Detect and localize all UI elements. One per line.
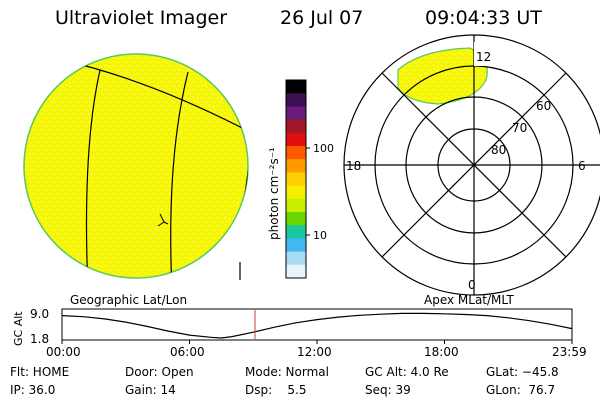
color-scale: 100 10 photon cm⁻²s⁻¹ <box>267 79 334 279</box>
xtick-label-0600: 06:00 <box>170 345 205 359</box>
mlt-label-18: 18 <box>346 159 361 173</box>
colorbar-tick-10: 10 <box>313 229 327 242</box>
longitude-line <box>85 69 101 278</box>
status-seq: Seq: 39 <box>365 383 411 397</box>
xtick-label-1800: 18:00 <box>424 345 459 359</box>
colorbar-cell <box>286 251 306 266</box>
status-dsp: Dsp: 5.5 <box>245 383 307 397</box>
colorbar-cell <box>286 106 306 121</box>
colorbar-cell <box>286 185 306 200</box>
date-label: 26 Jul 07 <box>280 7 363 29</box>
earth-rim <box>23 53 249 279</box>
right-panel-caption: Apex MLat/MLT <box>424 293 514 307</box>
mlt-diag-2 <box>381 72 567 258</box>
colorbar-cell <box>286 264 306 279</box>
status-mode: Mode: Normal <box>245 365 329 379</box>
colorbar-cell <box>286 132 306 147</box>
colorbar-cell <box>286 119 306 134</box>
status-ip: IP: 36.0 <box>10 383 55 397</box>
status-flight: Flt: HOME <box>10 365 69 379</box>
colorbar-tick-100: 100 <box>313 142 334 155</box>
status-glat: GLat: −45.8 <box>486 365 559 379</box>
mlt-label-12: 12 <box>476 50 491 64</box>
app-title: Ultraviolet Imager <box>55 7 227 29</box>
time-label: 09:04:33 UT <box>425 7 542 29</box>
mlat-label-70: 70 <box>512 121 527 135</box>
earth-disk <box>24 54 248 278</box>
xtick-label-2359: 23:59 <box>552 345 587 359</box>
longitude-line <box>170 71 189 278</box>
altitude-chart: GC Alt 9.0 1.8 00:00 06:00 12:00 18:00 2… <box>12 307 587 359</box>
colorbar-cell <box>286 80 306 94</box>
altitude-ytick-bottom: 1.8 <box>30 332 49 346</box>
geographic-image <box>23 53 249 280</box>
polar-plot: 12 18 6 0 60 70 80 <box>343 34 600 296</box>
status-gain: Gain: 14 <box>125 383 176 397</box>
station-marker <box>157 213 169 227</box>
xtick-label-0000: 00:00 <box>46 345 81 359</box>
colorbar-cell <box>286 93 306 107</box>
colorbar-cell <box>286 146 306 160</box>
status-glon: GLon: 76.7 <box>486 383 555 397</box>
xtick-label-1200: 12:00 <box>297 345 332 359</box>
mlt-label-6: 6 <box>578 159 586 173</box>
mlat-label-60: 60 <box>536 99 551 113</box>
status-door: Door: Open <box>125 365 194 379</box>
colorbar-label: photon cm⁻²s⁻¹ <box>267 147 281 240</box>
mlt-label-0: 0 <box>468 278 476 292</box>
altitude-ytick-top: 9.0 <box>30 307 49 321</box>
altitude-series-line <box>61 312 573 339</box>
colorbar-cell <box>286 212 306 226</box>
colorbar-cell <box>286 225 306 239</box>
colorbar-cell <box>286 198 306 213</box>
status-gc-alt: GC Alt: 4.0 Re <box>365 365 449 379</box>
status-footer: Flt: HOME Door: Open Mode: Normal GC Alt… <box>10 365 559 397</box>
colorbar-cell <box>286 159 306 173</box>
mlat-label-80: 80 <box>491 143 506 157</box>
colorbar-cell <box>286 238 306 253</box>
colorbar-cell <box>286 172 306 187</box>
auroral-oval <box>397 47 488 105</box>
colorbar-frame <box>285 79 307 279</box>
left-panel-caption: Geographic Lat/Lon <box>70 293 187 307</box>
altitude-ylabel: GC Alt <box>12 311 25 346</box>
